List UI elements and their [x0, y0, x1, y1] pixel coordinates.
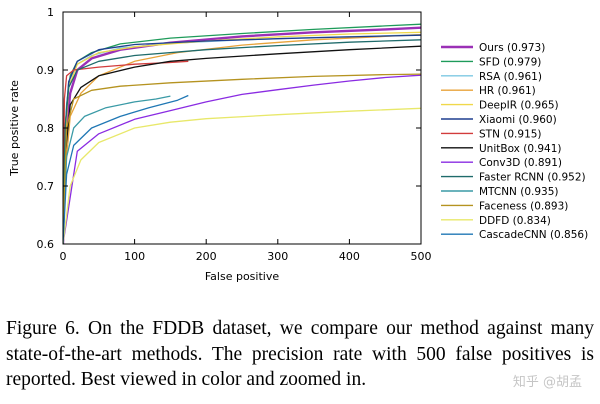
series-line-5: [63, 34, 421, 233]
series-line-6: [63, 60, 189, 244]
legend-entry-6: STN (0.915): [479, 128, 542, 140]
legend-entry-1: SFD (0.979): [479, 56, 541, 68]
series-line-12: [63, 107, 421, 244]
series-line-1: [63, 23, 421, 244]
legend-entry-10: MTCNN (0.935): [479, 186, 559, 198]
x-tick-label-0: 0: [60, 250, 67, 263]
legend-entry-2: RSA (0.961): [479, 71, 542, 83]
figure-caption: Figure 6. On the FDDB dataset, we compar…: [6, 318, 594, 390]
x-axis-label: False positive: [205, 270, 279, 283]
series-line-13: [63, 94, 189, 244]
legend-entry-12: DDFD (0.834): [479, 215, 551, 227]
legend-entry-4: DeepIR (0.965): [479, 100, 559, 112]
y-axis-label: True positive rate: [8, 80, 21, 177]
legend-entry-11: Faceness (0.893): [479, 200, 568, 212]
series-line-8: [63, 74, 421, 244]
y-tick-label-0: 0.6: [37, 238, 55, 251]
legend-entry-9: Faster RCNN (0.952): [479, 172, 586, 184]
legend-entry-0: Ours (0.973): [479, 42, 545, 54]
x-tick-label-4: 400: [339, 250, 360, 263]
x-tick-label-2: 200: [196, 250, 217, 263]
y-tick-label-2: 0.8: [37, 122, 55, 135]
legend-entry-7: UnitBox (0.941): [479, 143, 561, 155]
legend-entry-5: Xiaomi (0.960): [479, 114, 557, 126]
watermark: 知乎 @胡孟: [512, 375, 582, 390]
series-line-3: [63, 33, 421, 244]
series-line-10: [63, 95, 171, 244]
y-tick-label-3: 0.9: [37, 64, 55, 77]
series-line-4: [63, 31, 421, 233]
x-tick-label-3: 300: [267, 250, 288, 263]
x-tick-label-5: 500: [411, 250, 432, 263]
x-tick-label-1: 100: [124, 250, 145, 263]
y-tick-label-4: 1: [47, 6, 54, 19]
legend-entry-8: Conv3D (0.891): [479, 157, 562, 169]
y-tick-label-1: 0.7: [37, 180, 55, 193]
series-line-9: [63, 39, 421, 233]
legend-entry-13: CascadeCNN (0.856): [479, 229, 588, 241]
series-line-2: [63, 33, 421, 233]
series-line-7: [63, 45, 421, 233]
legend-entry-3: HR (0.961): [479, 85, 536, 97]
roc-chart: 0 100 200 300 400 500 0.6 0.7 0.8 0.9 1 False posit…: [8, 6, 588, 283]
series-line-11: [63, 73, 421, 233]
